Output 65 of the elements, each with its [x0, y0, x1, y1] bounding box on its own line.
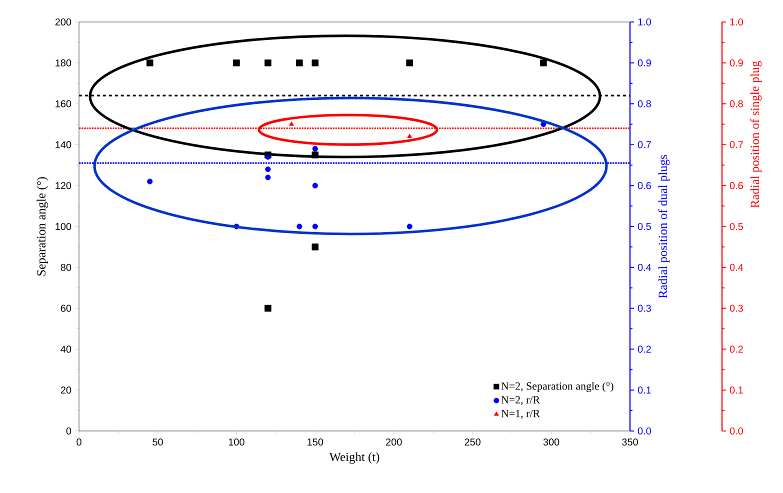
legend-label: N=2, r/R: [501, 396, 540, 406]
point: [264, 60, 272, 66]
y2-tick-label: 0.8: [730, 100, 743, 108]
legend-label: N=1, r/R: [501, 410, 540, 419]
point: [406, 224, 412, 230]
point: [296, 224, 302, 230]
point: [312, 244, 319, 250]
x-tick-label: 300: [543, 438, 560, 446]
legend-label: N=2, Separation angle (°): [501, 382, 614, 392]
point: [312, 146, 318, 152]
point: [312, 60, 319, 66]
y-tick-label: 0: [66, 427, 72, 435]
y2-tick-label: 0.7: [730, 141, 743, 148]
y2-tick-label: 0.5: [730, 222, 743, 230]
y2-tick-label: 0.2: [730, 346, 743, 353]
y2-tick-label: 0.4: [730, 264, 744, 271]
point: [406, 60, 413, 66]
x-axis-title: Weight (t): [329, 452, 380, 464]
x-tick-label: 100: [228, 438, 244, 446]
y3-axis-title: Radial position of single plug: [750, 61, 762, 208]
y-tick-label: 20: [60, 386, 72, 394]
y3-tick-label: 0.1: [638, 386, 651, 394]
y2-axis-title: Radial position of dual plugs: [658, 154, 670, 298]
point: [147, 178, 153, 184]
x-tick-label: 250: [464, 438, 481, 446]
point: [264, 304, 272, 312]
y3-tick-label: 0.2: [638, 346, 651, 353]
x-tick-label: 350: [622, 438, 638, 446]
y-tick-label: 100: [56, 222, 72, 230]
y-tick-label: 80: [60, 264, 72, 271]
y3-tick-label: 0.4: [638, 264, 652, 271]
y-tick-label: 140: [56, 141, 72, 148]
point: [265, 174, 271, 180]
point: [265, 166, 271, 172]
y-tick-label: 60: [60, 304, 72, 312]
y2-tick-label: 0.6: [730, 182, 743, 190]
y2-tick-label: 0.0: [730, 427, 743, 435]
y2-tick-label: 0.9: [730, 59, 743, 66]
y2-tick-label: 1.0: [730, 18, 743, 26]
point: [233, 60, 240, 66]
y3-tick-label: 1.0: [638, 18, 651, 26]
y-axis-title: Separation angle (°): [36, 177, 48, 276]
x-tick-label: 0: [76, 438, 82, 446]
point: [296, 60, 303, 66]
y2-tick-label: 0.3: [730, 304, 743, 312]
y3-tick-label: 0.6: [638, 182, 651, 190]
point: [540, 60, 547, 66]
x-tick-label: 50: [152, 438, 163, 446]
x-tick-label: 150: [308, 438, 324, 446]
y2-tick-label: 0.1: [730, 386, 743, 394]
y-tick-label: 180: [56, 59, 72, 66]
y-tick-label: 200: [55, 18, 72, 26]
y3-tick-label: 0.3: [638, 304, 651, 312]
y-tick-label: 40: [60, 346, 72, 353]
y3-tick-label: 0.7: [638, 141, 651, 148]
y3-tick-label: 0.9: [638, 59, 651, 66]
y-tick-label: 120: [56, 182, 72, 190]
point: [312, 182, 318, 188]
y3-tick-label: 0.5: [638, 222, 651, 230]
point: [312, 224, 318, 230]
y3-tick-label: 0.0: [638, 427, 651, 435]
y3-tick-label: 0.8: [638, 100, 651, 108]
x-tick-label: 200: [386, 438, 402, 446]
point: [146, 60, 154, 66]
y-tick-label: 160: [56, 100, 72, 108]
